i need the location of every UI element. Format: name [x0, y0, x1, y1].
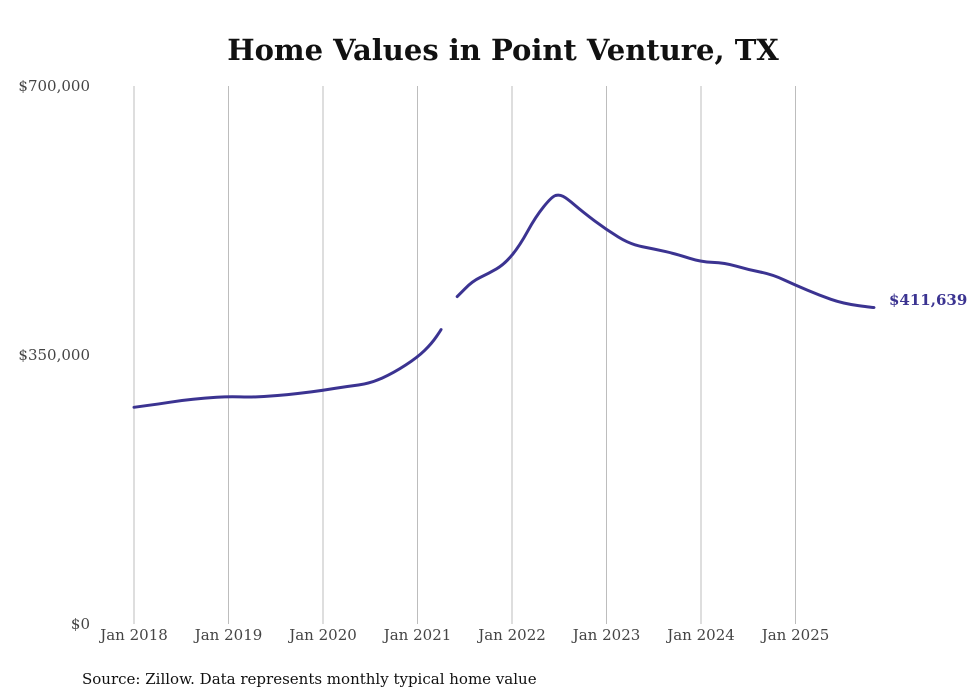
x-tick-label: Jan 2020	[287, 626, 357, 644]
y-tick-label: $0	[71, 615, 90, 633]
chart-title: Home Values in Point Venture, TX	[227, 33, 779, 67]
series-lines	[132, 193, 876, 409]
y-axis-ticks: $0 $350,000 $700,000	[18, 77, 90, 633]
y-tick-label: $700,000	[18, 77, 90, 95]
x-tick-label: Jan 2022	[476, 626, 546, 644]
x-tick-label: Jan 2024	[665, 626, 735, 644]
y-tick-label: $350,000	[18, 346, 90, 364]
gridlines	[133, 86, 796, 624]
source-note: Source: Zillow. Data represents monthly …	[82, 670, 537, 688]
x-tick-label: Jan 2021	[382, 626, 452, 644]
series-line-segment-0	[132, 328, 443, 409]
x-tick-label: Jan 2025	[760, 626, 830, 644]
end-value-label: $411,639	[889, 291, 967, 309]
x-tick-label: Jan 2018	[98, 626, 168, 644]
x-tick-label: Jan 2023	[571, 626, 641, 644]
x-axis-ticks: Jan 2018 Jan 2019 Jan 2020 Jan 2021 Jan 2022…	[98, 626, 829, 644]
series-line-segment-1	[455, 193, 876, 310]
x-tick-label: Jan 2019	[193, 626, 263, 644]
